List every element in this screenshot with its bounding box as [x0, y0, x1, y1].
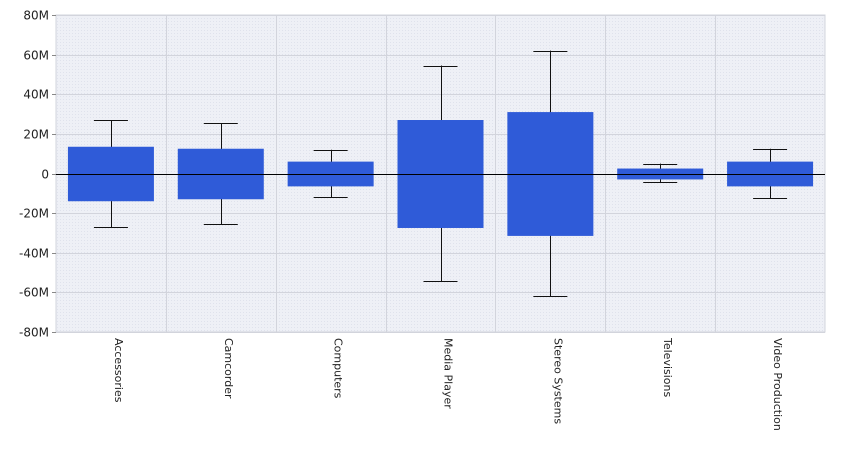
y-tick-label: 60M [23, 49, 49, 63]
x-category-label: Camcorder [222, 338, 235, 399]
y-tick-label: 40M [23, 88, 49, 102]
bar-televisions [617, 168, 704, 180]
y-tick-label: -20M [19, 207, 49, 221]
x-category-label: Televisions [661, 337, 674, 397]
bar-camcorder [177, 148, 264, 200]
bar-video-production [727, 161, 814, 187]
y-tick-label: 80M [23, 9, 49, 23]
y-tick-label: -60M [19, 286, 49, 300]
bar-accessories [67, 146, 154, 202]
y-tick-label: -80M [19, 326, 49, 340]
y-tick-label: 20M [23, 128, 49, 142]
x-category-label: Accessories [112, 338, 125, 403]
bar-computers [287, 161, 374, 187]
bar-stereo-systems [507, 112, 594, 236]
x-category-label: Video Production [771, 338, 784, 431]
y-tick-label: 0 [41, 168, 49, 182]
y-tick-label: -40M [19, 247, 49, 261]
x-category-label: Stereo Systems [551, 338, 564, 424]
bar-media-player [397, 120, 484, 228]
x-category-label: Media Player [442, 338, 455, 409]
x-category-label: Computers [332, 338, 345, 399]
